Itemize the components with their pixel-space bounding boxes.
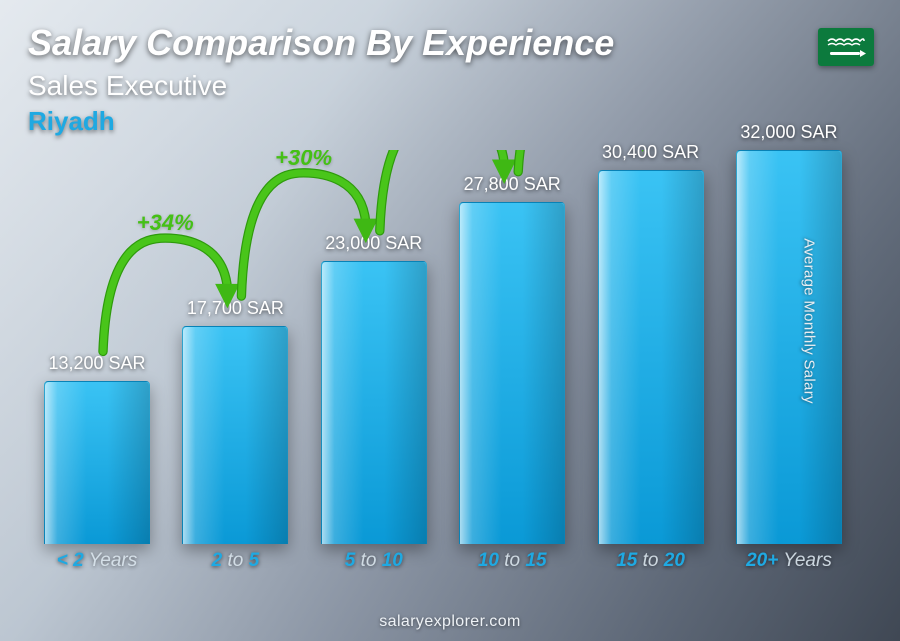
y-axis-label: Average Monthly Salary bbox=[801, 238, 818, 404]
bar-value-label: 17,700 SAR bbox=[187, 298, 284, 319]
bar-value-label: 13,200 SAR bbox=[48, 353, 145, 374]
bar: 13,200 SAR bbox=[44, 381, 150, 544]
bar-column: 30,400 SAR bbox=[592, 170, 710, 544]
bars-container: 13,200 SAR 17,700 SAR 23,000 SAR 27,800 SAR… bbox=[38, 150, 848, 544]
x-axis-category: 20+ Years bbox=[730, 550, 848, 580]
chart-location: Riyadh bbox=[28, 106, 614, 137]
x-axis-category: 15 to 20 bbox=[592, 550, 710, 580]
bar: 32,000 SAR bbox=[736, 150, 842, 544]
x-axis-category: 10 to 15 bbox=[453, 550, 571, 580]
x-axis-category: 2 to 5 bbox=[176, 550, 294, 580]
bar-column: 13,200 SAR bbox=[38, 381, 156, 544]
x-axis-labels: < 2 Years 2 to 5 5 to 10 10 to 15 15 to 20 20… bbox=[38, 550, 848, 580]
bar-value-label: 27,800 SAR bbox=[464, 174, 561, 195]
x-axis-category: 5 to 10 bbox=[315, 550, 433, 580]
bar-column: 27,800 SAR bbox=[453, 202, 571, 544]
bar-value-label: 32,000 SAR bbox=[740, 122, 837, 143]
bar-column: 32,000 SAR bbox=[730, 150, 848, 544]
title-block: Salary Comparison By Experience Sales Ex… bbox=[28, 22, 614, 137]
site-attribution: salaryexplorer.com bbox=[0, 613, 900, 631]
bar: 23,000 SAR bbox=[321, 261, 427, 544]
bar-column: 17,700 SAR bbox=[176, 326, 294, 544]
bar-value-label: 30,400 SAR bbox=[602, 142, 699, 163]
bar-column: 23,000 SAR bbox=[315, 261, 433, 544]
flag-icon bbox=[818, 28, 874, 66]
bar: 27,800 SAR bbox=[459, 202, 565, 544]
bar: 17,700 SAR bbox=[182, 326, 288, 544]
x-axis-category: < 2 Years bbox=[38, 550, 156, 580]
flag-bg bbox=[818, 28, 874, 66]
salary-bar-chart: 13,200 SAR 17,700 SAR 23,000 SAR 27,800 SAR… bbox=[38, 150, 848, 580]
chart-subtitle: Sales Executive bbox=[28, 70, 614, 102]
chart-title: Salary Comparison By Experience bbox=[28, 22, 614, 64]
bar-value-label: 23,000 SAR bbox=[325, 233, 422, 254]
bar: 30,400 SAR bbox=[598, 170, 704, 544]
